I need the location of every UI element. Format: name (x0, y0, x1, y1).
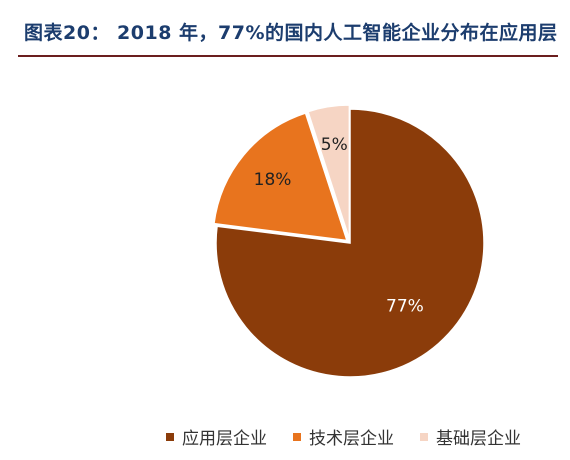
slice-technology-layer (213, 112, 348, 242)
legend-swatch (166, 432, 174, 441)
slice-application-layer (215, 108, 485, 378)
data-label-application-layer: 77% (386, 296, 424, 316)
legend-label: 技术层企业 (309, 429, 394, 449)
chart-legend: 应用层企业 技术层企业 基础层企业 (166, 424, 547, 449)
chart-title: 图表20： 2018 年，77%的国内人工智能企业分布在应用层 (24, 22, 558, 44)
legend-swatch (293, 432, 301, 441)
legend-item-technology-layer: 技术层企业 (293, 424, 394, 449)
legend-swatch (420, 432, 428, 441)
legend-label: 基础层企业 (436, 429, 521, 449)
legend-item-foundation-layer: 基础层企业 (420, 424, 521, 449)
pie-chart: 77% 18% 5% (213, 104, 485, 378)
data-label-technology-layer: 18% (254, 170, 292, 190)
legend-label: 应用层企业 (182, 429, 267, 449)
data-label-foundation-layer: 5% (321, 135, 348, 155)
legend-item-application-layer: 应用层企业 (166, 424, 267, 449)
slice-foundation-layer (307, 104, 351, 240)
title-underline (18, 55, 558, 57)
